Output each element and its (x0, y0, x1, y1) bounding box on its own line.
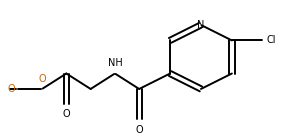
Text: NH: NH (107, 58, 122, 68)
Text: O: O (135, 125, 143, 135)
Text: O: O (38, 74, 46, 84)
Text: N: N (197, 20, 205, 30)
Text: O: O (62, 109, 70, 119)
Text: Cl: Cl (266, 35, 276, 45)
Text: O: O (8, 84, 16, 94)
